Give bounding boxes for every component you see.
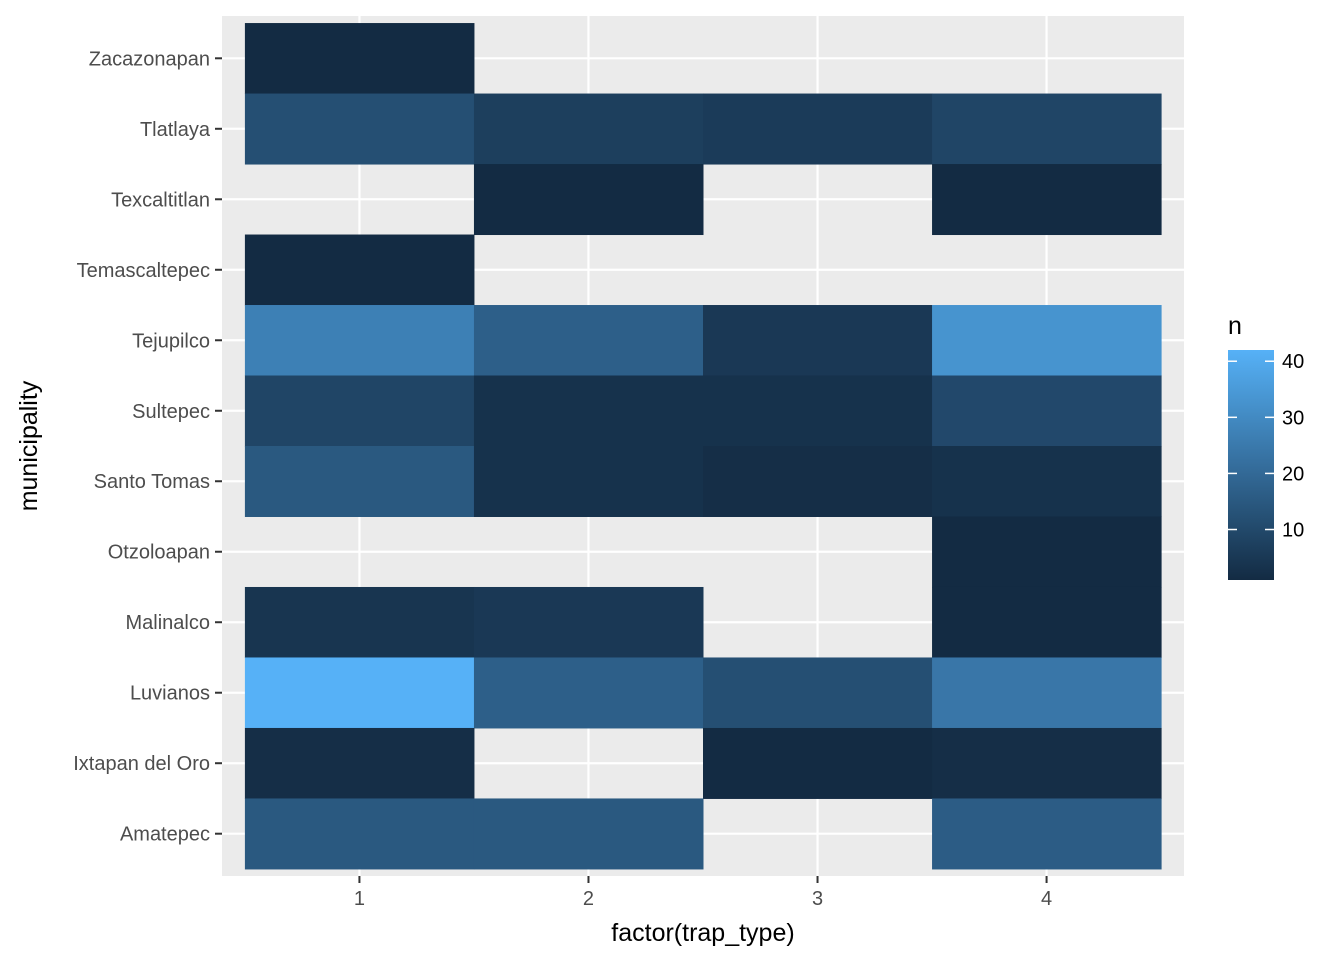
heatmap-cell (244, 657, 475, 729)
heatmap-cell (473, 446, 704, 517)
heatmap-cell (932, 164, 1162, 236)
heatmap-cell (473, 164, 704, 236)
heatmap-cell (932, 798, 1162, 870)
heatmap-cell (244, 305, 475, 377)
y-tick-label: Temascaltepec (77, 260, 210, 282)
y-tick-label: Malinalco (126, 612, 210, 634)
heatmap-cell (244, 93, 475, 165)
y-axis: Amatepec Ixtapan del Oro Luvianos Malinalco… (73, 48, 222, 846)
y-tick-label: Zacazonapan (89, 48, 210, 70)
heatmap-cell (703, 446, 933, 517)
x-tick-label: 4 (1041, 888, 1052, 910)
x-tick-label: 1 (354, 888, 365, 910)
heatmap-cell (932, 586, 1162, 658)
heatmap-cell (244, 798, 475, 870)
heatmap-cell (703, 727, 933, 799)
x-axis-title: factor(trap_type) (611, 919, 794, 947)
x-tick-label: 3 (812, 888, 823, 910)
x-axis: 1 2 3 4 (354, 876, 1052, 910)
legend-ticks: 10 20 30 40 (1228, 351, 1304, 542)
heatmap-cell (244, 586, 475, 658)
y-tick-label: Tlatlaya (140, 119, 211, 141)
legend-title: n (1228, 312, 1242, 340)
heatmap-cell (244, 375, 475, 447)
heatmap-cell (244, 234, 475, 306)
y-tick-label: Santo Tomas (94, 471, 210, 493)
heatmap-cell (244, 23, 475, 95)
heatmap-cell (932, 446, 1162, 517)
x-tick-label: 2 (583, 888, 594, 910)
legend-label: 10 (1282, 520, 1304, 542)
heatmap-cell (473, 375, 704, 447)
heatmap-cell (473, 798, 704, 870)
heatmap-cell (932, 93, 1162, 165)
heatmap-cell (244, 727, 475, 799)
heatmap-cell (473, 305, 704, 377)
y-tick-label: Texcaltitlan (111, 189, 210, 211)
heatmap-cell (473, 657, 704, 729)
y-tick-label: Amatepec (120, 824, 210, 846)
y-tick-label: Sultepec (132, 401, 210, 423)
heatmap-cell (473, 93, 704, 165)
heatmap-cell (244, 446, 475, 517)
heatmap-cells (244, 23, 1162, 870)
y-axis-title: municipality (15, 380, 43, 511)
legend-colorbar (1228, 350, 1274, 580)
heatmap-cell (703, 93, 933, 165)
heatmap-cell (473, 586, 704, 658)
heatmap-cell (932, 305, 1162, 377)
heatmap-cell (703, 375, 933, 447)
legend-label: 20 (1282, 463, 1304, 485)
y-tick-label: Otzoloapan (108, 542, 210, 564)
heatmap-cell (932, 657, 1162, 729)
legend-label: 40 (1282, 351, 1304, 373)
y-tick-label: Tejupilco (132, 330, 210, 352)
heatmap-cell (932, 375, 1162, 447)
heatmap-cell (703, 657, 933, 729)
heatmap-cell (932, 727, 1162, 799)
heatmap-cell (703, 305, 933, 377)
legend: n 10 20 30 40 (1228, 312, 1304, 580)
y-tick-label: Ixtapan del Oro (73, 753, 210, 775)
legend-label: 30 (1282, 407, 1304, 429)
heatmap-cell (932, 516, 1162, 588)
y-tick-label: Luvianos (130, 683, 210, 705)
